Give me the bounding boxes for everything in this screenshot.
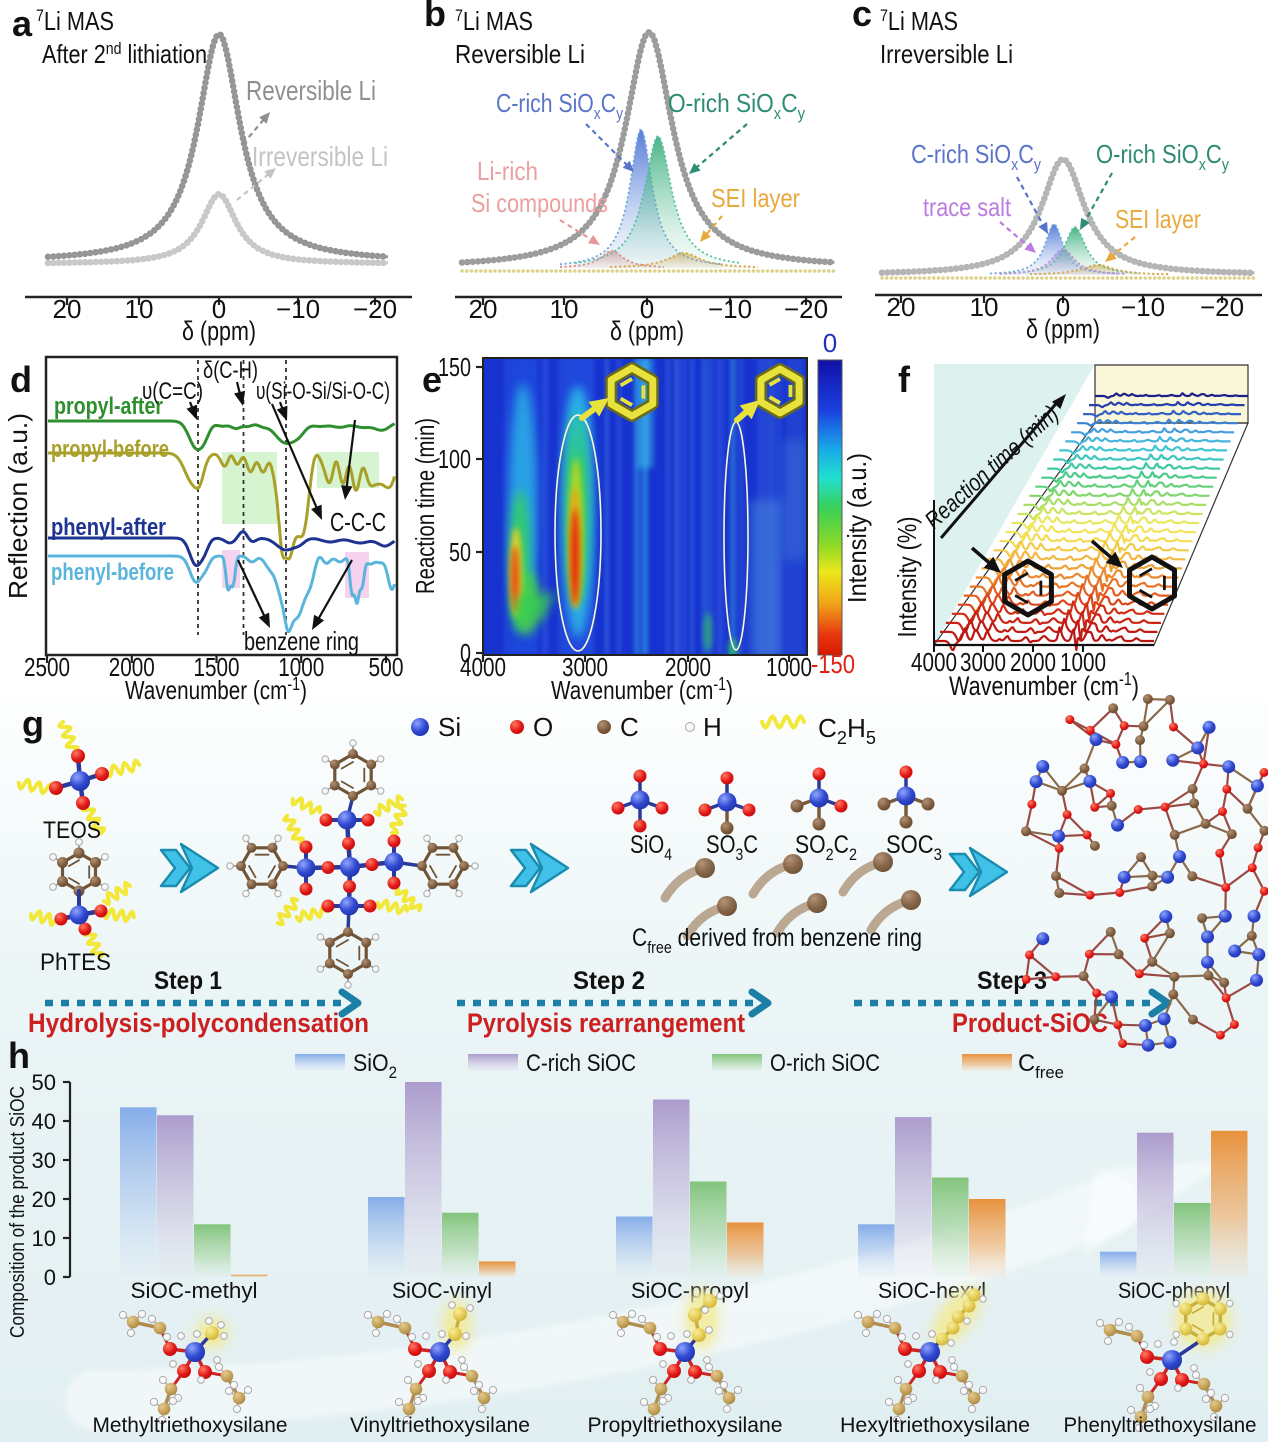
svg-text:Step 1: Step 1: [154, 967, 222, 995]
svg-text:Wavenumber (cm-1): Wavenumber (cm-1): [125, 674, 307, 705]
svg-text:υ(C=C): υ(C=C): [142, 378, 203, 405]
svg-text:20: 20: [887, 292, 916, 322]
svg-text:SiOC-vinyl: SiOC-vinyl: [392, 1278, 492, 1303]
svg-text:SEI layer: SEI layer: [711, 183, 800, 213]
svg-text:Composition of the product SiO: Composition of the product SiOC: [7, 1086, 29, 1338]
svg-text:50: 50: [32, 1070, 56, 1095]
svg-text:100: 100: [438, 444, 471, 474]
svg-text:50: 50: [449, 537, 471, 567]
svg-text:Product-SiOC: Product-SiOC: [952, 1008, 1108, 1038]
svg-text:d: d: [10, 359, 32, 400]
svg-text:30: 30: [32, 1148, 56, 1173]
svg-text:Irreversible Li: Irreversible Li: [880, 39, 1013, 69]
svg-text:0: 0: [44, 1265, 56, 1290]
svg-text:0: 0: [823, 328, 837, 358]
svg-text:10: 10: [32, 1226, 56, 1251]
svg-text:δ (ppm): δ (ppm): [610, 316, 684, 346]
svg-text:Step 2: Step 2: [573, 967, 645, 995]
svg-text:−10: −10: [1121, 292, 1165, 322]
svg-text:O-rich SiOxCy: O-rich SiOxCy: [1096, 139, 1229, 174]
svg-text:Intensity (%): Intensity (%): [892, 517, 922, 638]
svg-text:δ (ppm): δ (ppm): [1026, 314, 1100, 344]
svg-text:h: h: [8, 1035, 30, 1076]
svg-text:Methyltriethoxysilane: Methyltriethoxysilane: [93, 1414, 288, 1437]
svg-text:phenyl-after: phenyl-after: [51, 514, 166, 541]
svg-text:Wavenumber (cm-1): Wavenumber (cm-1): [949, 669, 1139, 701]
svg-text:Irreversible Li: Irreversible Li: [252, 141, 388, 172]
svg-text:δ (ppm): δ (ppm): [182, 316, 256, 346]
svg-text:Hexyltriethoxysilane: Hexyltriethoxysilane: [840, 1414, 1030, 1437]
svg-text:phenyl-before: phenyl-before: [51, 559, 174, 586]
svg-text:−20: −20: [784, 294, 828, 324]
svg-text:f: f: [898, 359, 911, 400]
svg-text:δ(C-H): δ(C-H): [203, 357, 258, 384]
svg-text:500: 500: [369, 652, 404, 682]
svg-text:Reversible Li: Reversible Li: [455, 39, 585, 69]
svg-text:g: g: [22, 703, 44, 744]
svg-text:Propyltriethoxysilane: Propyltriethoxysilane: [588, 1414, 783, 1437]
svg-text:-150: -150: [811, 649, 855, 679]
svg-text:H: H: [703, 712, 722, 742]
svg-text:Li-rich: Li-rich: [477, 156, 538, 186]
svg-text:Si: Si: [438, 712, 461, 742]
svg-text:40: 40: [32, 1109, 56, 1134]
svg-text:υ(Si-O-Si/Si-O-C): υ(Si-O-Si/Si-O-C): [256, 378, 390, 405]
svg-text:Reaction time (min): Reaction time (min): [410, 418, 440, 594]
svg-text:−20: −20: [353, 294, 397, 324]
svg-text:O-rich SiOC: O-rich SiOC: [770, 1050, 880, 1077]
svg-text:Step 3: Step 3: [977, 967, 1047, 995]
svg-text:C: C: [620, 712, 639, 742]
svg-text:10: 10: [970, 292, 999, 322]
svg-text:Reversible Li: Reversible Li: [246, 75, 376, 106]
svg-text:Si compounds: Si compounds: [471, 188, 608, 218]
svg-text:TEOS: TEOS: [43, 817, 101, 844]
svg-text:Hydrolysis-polycondensation: Hydrolysis-polycondensation: [28, 1008, 369, 1038]
svg-text:c: c: [852, 0, 872, 34]
svg-text:7Li MAS: 7Li MAS: [455, 6, 533, 36]
svg-text:After 2nd lithiation: After 2nd lithiation: [42, 39, 207, 69]
svg-text:1000: 1000: [766, 652, 812, 682]
svg-text:O: O: [533, 712, 553, 742]
svg-text:a: a: [12, 3, 33, 44]
svg-text:20: 20: [32, 1187, 56, 1212]
svg-text:trace salt: trace salt: [923, 192, 1012, 222]
svg-text:C-C-C: C-C-C: [330, 507, 386, 537]
svg-text:Vinyltriethoxysilane: Vinyltriethoxysilane: [350, 1414, 530, 1437]
svg-text:C-rich SiOC: C-rich SiOC: [526, 1050, 636, 1077]
svg-text:Reflection (a.u.): Reflection (a.u.): [3, 413, 33, 599]
svg-text:SEI layer: SEI layer: [1115, 204, 1201, 234]
svg-text:−20: −20: [1200, 292, 1244, 322]
svg-text:−10: −10: [276, 294, 320, 324]
svg-text:150: 150: [438, 352, 471, 382]
svg-text:10: 10: [125, 294, 154, 324]
svg-text:Wavenumber (cm-1): Wavenumber (cm-1): [551, 674, 733, 705]
svg-text:PhTES: PhTES: [40, 949, 111, 976]
svg-text:O-rich SiOxCy: O-rich SiOxCy: [668, 88, 805, 123]
svg-text:7Li MAS: 7Li MAS: [880, 6, 958, 36]
svg-text:2500: 2500: [24, 652, 70, 682]
svg-text:−10: −10: [708, 294, 752, 324]
svg-text:SiOC-methyl: SiOC-methyl: [131, 1278, 258, 1303]
svg-text:20: 20: [469, 294, 498, 324]
svg-text:7Li MAS: 7Li MAS: [36, 6, 114, 36]
svg-text:10: 10: [550, 294, 579, 324]
svg-text:20: 20: [53, 294, 82, 324]
svg-text:b: b: [424, 0, 446, 34]
svg-text:Phenyltriethoxysilane: Phenyltriethoxysilane: [1064, 1414, 1257, 1437]
svg-text:Pyrolysis rearrangement: Pyrolysis rearrangement: [467, 1008, 745, 1038]
svg-text:propyl-before: propyl-before: [51, 436, 169, 463]
svg-text:Intensity (a.u.): Intensity (a.u.): [842, 453, 872, 603]
svg-text:C-rich SiOxCy: C-rich SiOxCy: [496, 88, 623, 123]
svg-text:C-rich SiOxCy: C-rich SiOxCy: [911, 139, 1041, 174]
svg-text:4000: 4000: [460, 652, 506, 682]
